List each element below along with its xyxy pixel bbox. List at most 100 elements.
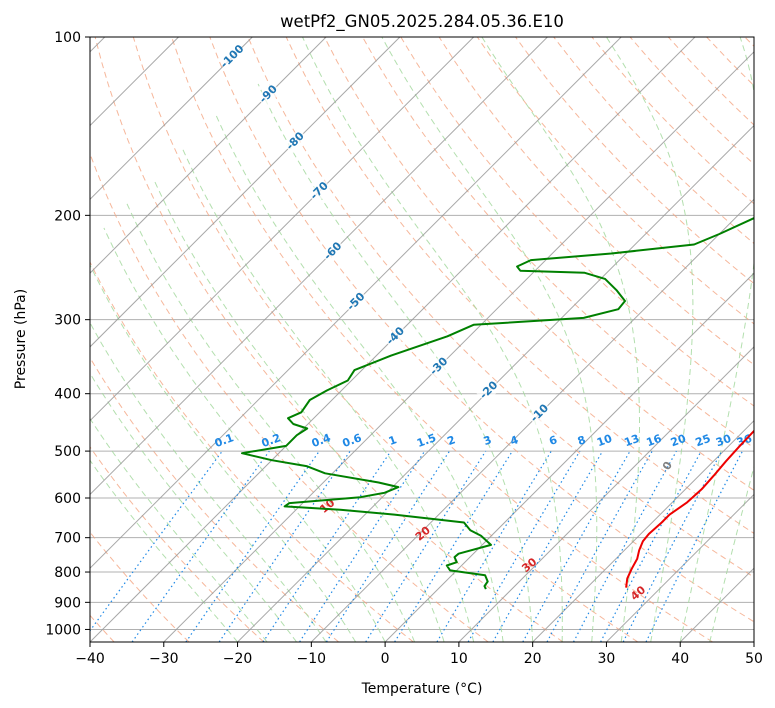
isotherm-label-bg (382, 323, 409, 350)
mixing-ratio-line (299, 450, 426, 642)
y-tick-label: 600 (54, 491, 81, 507)
isotherm-line (90, 37, 327, 274)
mixing-ratio-line (185, 450, 320, 642)
dry-adiabat-line (94, 37, 564, 642)
y-tick-label: 700 (54, 531, 81, 547)
x-tick-label: 40 (671, 651, 689, 667)
mixing-ratio-line (218, 450, 351, 642)
moist-adiabat-line (302, 37, 563, 642)
isotherm-label-bg (282, 128, 309, 155)
y-tick-label: 400 (54, 387, 81, 403)
moist-adiabat-line (90, 372, 297, 642)
temperature-profile-line (625, 429, 754, 588)
mixing-ratio-line (131, 450, 270, 642)
dry-adiabat-line (438, 37, 754, 366)
isotherm-line (163, 51, 754, 642)
guide-lines (90, 37, 754, 642)
mixing-ratio-label: 10 (595, 432, 614, 450)
isotherm-line (310, 198, 754, 642)
isotherm-label-bg (320, 238, 346, 265)
x-tick-label: −30 (149, 651, 179, 667)
dry-adiabat-line (171, 37, 713, 642)
mixing-ratio-label: 1 (387, 433, 399, 448)
y-tick-label: 900 (54, 595, 81, 611)
dry-adiabat-line (90, 446, 265, 642)
isotherm-label-bg (476, 377, 502, 404)
y-tick-label: 500 (54, 444, 81, 460)
x-tick-label: −20 (223, 651, 253, 667)
mixing-ratio-line (365, 450, 487, 642)
mixing-ratio-label: 20 (669, 432, 688, 450)
moist-adiabat-line (257, 83, 534, 642)
moist-adiabat-line (125, 201, 416, 642)
isotherm-line (90, 37, 622, 569)
x-axis: −40 −30 −20 −10 0 10 20 30 40 50 (75, 642, 763, 667)
x-tick-label: −10 (297, 651, 327, 667)
profile-lines (241, 217, 754, 590)
isotherm-line (90, 37, 548, 496)
dry-adiabat-line (90, 260, 414, 642)
isotherm-label-bg (219, 44, 246, 70)
moist-adiabat-line (182, 149, 475, 642)
y-tick-label: 100 (54, 30, 81, 46)
x-tick-label: −40 (75, 651, 105, 667)
x-tick-label: 20 (524, 651, 542, 667)
isotherm-line (90, 37, 253, 201)
moist-adiabat-line (154, 180, 445, 642)
dry-adiabat-line (323, 37, 754, 491)
moist-adiabat-line (215, 113, 504, 642)
moist-adiabat-line (605, 37, 694, 642)
mixing-ratio-line (436, 450, 552, 642)
isotherm-label-bg (343, 289, 370, 315)
mixing-ratio-label: 8 (576, 433, 588, 448)
mixing-ratio-label: 0.2 (260, 431, 283, 450)
isotherm-line (237, 124, 754, 642)
x-tick-label: 10 (450, 651, 468, 667)
dewpoint-profile-line (241, 217, 754, 590)
moist-adiabat-line (90, 417, 268, 642)
moist-adiabat-line (679, 37, 754, 642)
y-tick-label: 300 (54, 313, 81, 329)
mixing-ratio-label: 3 (482, 433, 494, 448)
isotherm-line (532, 419, 754, 642)
dry-adiabat-line (247, 37, 754, 578)
mixing-ratio-label: 2 (446, 433, 458, 448)
mixing-ratio-label: 0.6 (341, 431, 364, 450)
plot-border (89, 36, 755, 643)
isotherm-label-bg (306, 178, 333, 204)
dry-adiabat-line (515, 37, 754, 285)
plot-background (90, 37, 754, 642)
mixing-ratio-label: 6 (547, 433, 559, 448)
mixing-ratio-label: 0.1 (213, 431, 236, 450)
mixing-ratio-line (467, 450, 581, 642)
y-axis: 100 200 300 400 500 600 700 800 900 1000 (45, 30, 90, 638)
y-tick-label: 800 (54, 565, 81, 581)
isotherm-line (90, 37, 475, 422)
mixing-ratio-line (262, 450, 392, 642)
y-tick-label: 1000 (45, 622, 81, 638)
moist-adiabat-line (481, 37, 640, 642)
mixing-ratio-label: 25 (694, 432, 713, 449)
moist-adiabat-line (381, 37, 598, 642)
y-tick-label: 200 (54, 208, 81, 224)
mixing-ratio-label: 16 (645, 432, 664, 450)
mixing-ratio-label: 0.4 (310, 431, 333, 450)
moist-adiabat-line (90, 263, 357, 642)
moist-adiabat-line (90, 321, 327, 642)
dry-adiabat-line (132, 37, 639, 642)
x-axis-title: Temperature (°C) (361, 681, 483, 697)
moist-adiabat-line (103, 227, 386, 642)
plot-frame (89, 36, 755, 643)
dry-adiabat-line (285, 37, 754, 535)
dry-adiabat-line (476, 37, 754, 325)
isotherm-label-bg (255, 81, 282, 108)
moist-adiabat-line (709, 464, 754, 642)
mixing-ratio-label: 4 (508, 433, 520, 448)
mixing-ratio-line (325, 450, 450, 642)
isotherm-line (606, 493, 754, 642)
chart-title: wetPf2_GN05.2025.284.05.36.E10 (280, 12, 564, 32)
mixing-ratio-line (572, 450, 677, 642)
isotherm-label-bg (426, 353, 452, 380)
